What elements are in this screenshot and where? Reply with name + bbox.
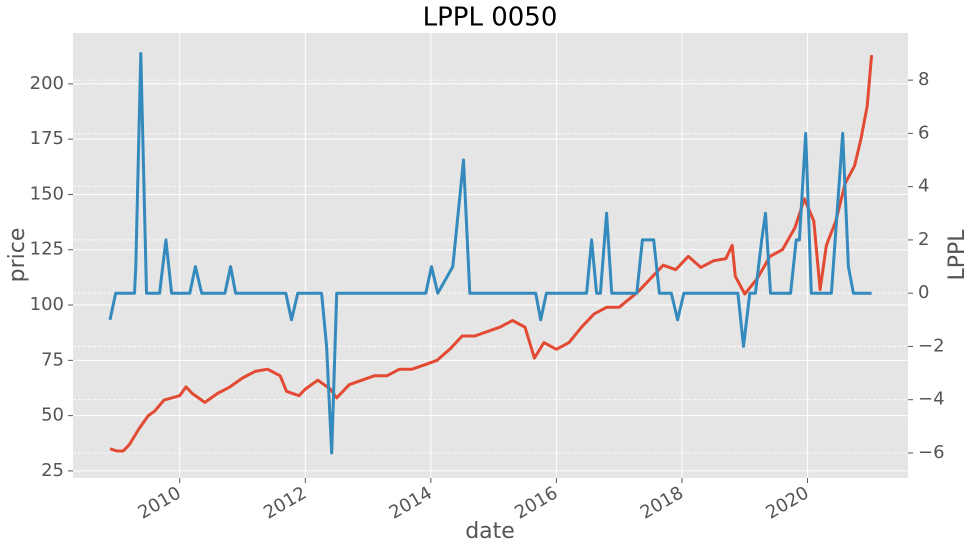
y2-tick-label: 8: [918, 69, 929, 90]
y2-tick-label: 2: [918, 229, 929, 250]
y-tick-label: 100: [30, 294, 64, 315]
series-line: [109, 54, 874, 453]
y2-tick-label: −6: [918, 442, 945, 463]
chart-title: LPPL 0050: [423, 3, 558, 33]
y-tick-label: 50: [41, 405, 64, 426]
x-axis-label: date: [465, 519, 515, 544]
x-tick-label: 2014: [386, 482, 436, 523]
x-tick-label: 2010: [135, 482, 185, 523]
x-tick-label: 2018: [637, 482, 687, 523]
y-axis-label: price: [5, 228, 30, 283]
x-tick-label: 2020: [762, 482, 812, 523]
y2-tick-label: 6: [918, 122, 929, 143]
y-tick-label: 175: [30, 128, 64, 149]
y-tick-label: 75: [41, 349, 64, 370]
x-tick-label: 2012: [260, 482, 310, 523]
series-line: [108, 52, 872, 455]
y-tick-label: 125: [30, 239, 64, 260]
plot-area: [73, 33, 908, 478]
y-tick-label: 25: [41, 460, 64, 481]
x-tick-label: 2016: [511, 482, 561, 523]
y-tick-label: 150: [30, 183, 64, 204]
y2-tick-label: −4: [918, 389, 945, 410]
y-tick-label: 200: [30, 73, 64, 94]
y2-tick-label: 4: [918, 176, 929, 197]
y2-axis-label: LPPL: [945, 229, 970, 281]
y2-tick-label: −2: [918, 335, 945, 356]
y2-tick-label: 0: [918, 282, 929, 303]
